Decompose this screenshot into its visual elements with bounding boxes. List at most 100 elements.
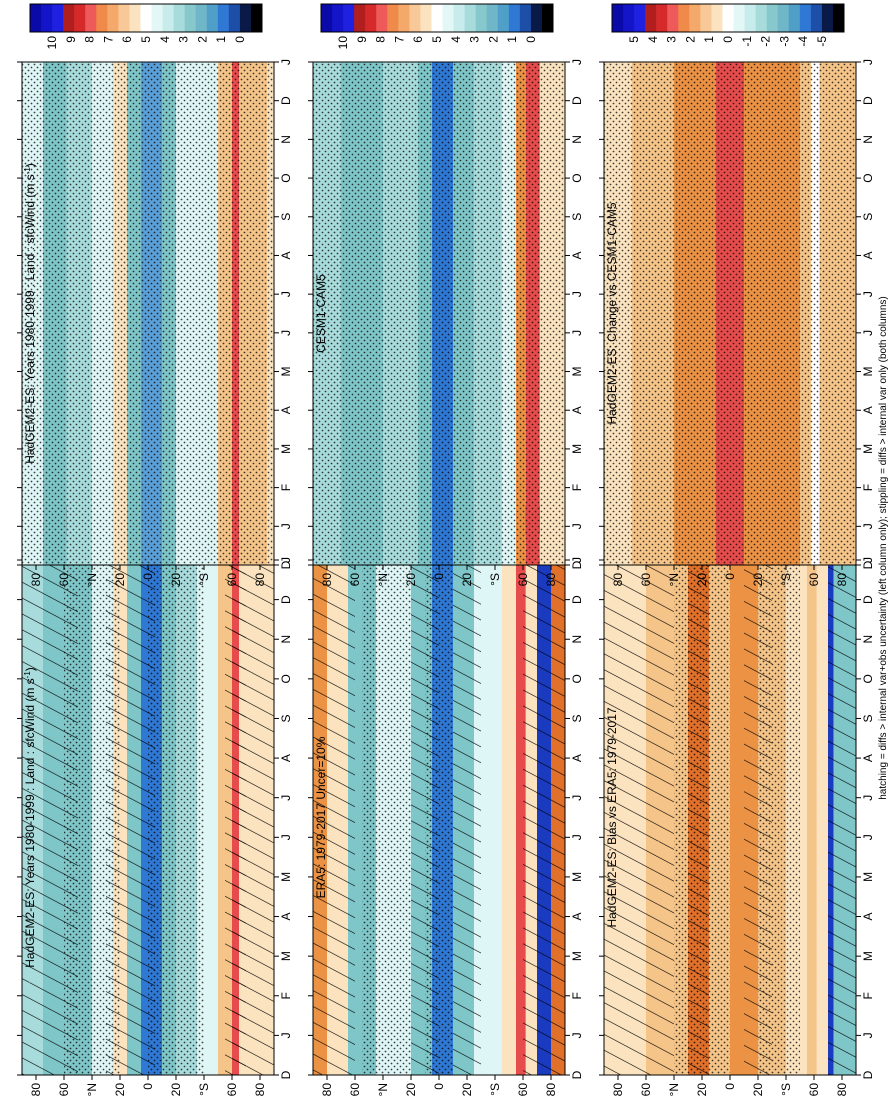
month-label-mean_ref1-9: S xyxy=(279,213,293,221)
month-label-bias-6: J xyxy=(861,834,875,840)
month-label-ref_era5-4: A xyxy=(570,913,584,921)
colorbar-cell-change-10 xyxy=(722,4,735,32)
colorbar-cell-ref_cesm-16 xyxy=(497,4,510,32)
lat-label-ref_era5-1: 60 xyxy=(348,1083,362,1097)
month-label-change-12: D xyxy=(861,96,875,105)
lat-label-mean_ref1-8: 80 xyxy=(253,573,267,587)
month-label-bias-13: J xyxy=(861,557,875,563)
colorbar-label-mean_ref1-8: 2 xyxy=(195,36,209,43)
month-label-ref_era5-8: A xyxy=(570,754,584,762)
lat-label-ref_cesm-5: 20 xyxy=(460,573,474,587)
month-label-mean_model-5: M xyxy=(279,872,293,882)
stipple-change-0 xyxy=(604,62,856,565)
lat-label-mean_model-1: 60 xyxy=(57,1083,71,1097)
month-label-mean_model-9: S xyxy=(279,714,293,722)
colorbar-label-mean_ref1-2: 8 xyxy=(83,36,97,43)
panel-mean_ref1: 80 60 °N 20 0 20 °S 60 80DJFMAMJJASONDJHadGEM2-E… xyxy=(17,3,293,587)
colorbar-label-mean_ref1-6: 4 xyxy=(158,36,172,43)
colorbar-cell-ref_cesm-11 xyxy=(442,4,455,32)
colorbar-cell-ref_cesm-10 xyxy=(431,4,444,32)
title-main-ref_cesm: CESM1-CAM5 xyxy=(314,274,328,353)
colorbar-label-change-3: 2 xyxy=(683,36,697,43)
colorbar-label-change-5: 0 xyxy=(721,36,735,43)
lat-label-mean_ref1-0: 80 xyxy=(29,573,43,587)
colorbar-label-change-2: 3 xyxy=(665,36,679,43)
lat-label-mean_model-8: 80 xyxy=(253,1083,267,1097)
colorbar-label-ref_cesm-10: 0 xyxy=(524,36,538,43)
title-sup-mean_ref1: -1 xyxy=(23,167,32,175)
lat-label-ref_cesm-6: °S xyxy=(488,573,502,586)
title-change: HadGEM2-ES: Change vs CESM1-CAM5 xyxy=(605,202,619,424)
title-main-change: HadGEM2-ES: Change vs CESM1-CAM5 xyxy=(605,202,619,424)
colorbar-label-ref_cesm-7: 3 xyxy=(468,36,482,43)
month-label-change-11: N xyxy=(861,135,875,144)
month-label-change-4: A xyxy=(861,406,875,414)
month-label-bias-12: D xyxy=(861,595,875,604)
colorbar-cell-ref_cesm-2 xyxy=(343,4,355,32)
colorbar-label-ref_cesm-9: 1 xyxy=(505,36,519,43)
month-label-bias-9: S xyxy=(861,714,875,722)
month-label-mean_model-13: J xyxy=(279,557,293,563)
lat-label-mean_model-0: 80 xyxy=(29,1083,43,1097)
colorbar-frame-ref_cesm xyxy=(320,3,554,33)
month-label-mean_model-6: J xyxy=(279,834,293,840)
colorbar-cell-mean_ref1-20 xyxy=(250,4,263,32)
lat-label-bias-2: °N xyxy=(667,1083,681,1096)
title-main-mean_model: HadGEM2-ES: Years 1980-1999 : Land : sfc… xyxy=(23,678,37,967)
colorbar-cell-mean_ref1-2 xyxy=(52,4,64,32)
colorbar-cell-mean_ref1-17 xyxy=(217,4,230,32)
lat-label-mean_model-5: 20 xyxy=(169,1083,183,1097)
month-label-mean_ref1-4: A xyxy=(279,406,293,414)
colorbar-cell-ref_cesm-4 xyxy=(365,4,377,32)
lat-label-bias-0: 80 xyxy=(611,1083,625,1097)
colorbar-cell-mean_ref1-1 xyxy=(41,4,53,32)
lat-label-ref_cesm-3: 20 xyxy=(404,573,418,587)
colorbar-frame-mean_ref1 xyxy=(29,3,263,33)
month-label-bias-2: F xyxy=(861,992,875,999)
colorbar-cell-change-20 xyxy=(832,4,845,32)
colorbar-cell-mean_ref1-4 xyxy=(74,4,86,32)
colorbar-label-mean_ref1-10: 0 xyxy=(233,36,247,43)
lat-label-ref_cesm-4: 0 xyxy=(432,573,446,580)
lat-label-bias-4: 0 xyxy=(723,1083,737,1090)
title-main-mean_ref1: HadGEM2-ES: Years 1980-1999 : Land : sfc… xyxy=(23,174,37,463)
month-label-ref_cesm-12: D xyxy=(570,96,584,105)
colorbar-label-mean_ref1-3: 7 xyxy=(101,36,115,43)
colorbar-cell-ref_cesm-15 xyxy=(486,4,499,32)
colorbar-cell-ref_cesm-6 xyxy=(387,4,399,32)
lat-label-bias-8: 80 xyxy=(835,1083,849,1097)
colorbar-cell-change-9 xyxy=(711,4,723,32)
band-ref_era5-9 xyxy=(516,560,526,1075)
month-label-bias-8: A xyxy=(861,754,875,762)
lat-label-change-6: °S xyxy=(779,573,793,586)
colorbar-label-change-1: 4 xyxy=(646,36,660,43)
colorbar-cell-ref_cesm-5 xyxy=(376,4,388,32)
colorbar-label-ref_cesm-6: 4 xyxy=(449,36,463,43)
title-end-mean_model: ) xyxy=(23,667,37,671)
month-label-ref_cesm-7: J xyxy=(570,291,584,297)
colorbar-cell-mean_ref1-3 xyxy=(63,4,75,32)
title-main-ref_era5: ERA5: 1979-2017 Uncer=10% xyxy=(314,736,328,898)
colorbar-cell-change-6 xyxy=(678,4,690,32)
month-label-ref_era5-3: M xyxy=(570,951,584,961)
stipple-ref_era5-1 xyxy=(425,560,453,1075)
month-label-mean_model-12: D xyxy=(279,595,293,604)
colorbar-label-ref_cesm-2: 8 xyxy=(374,36,388,43)
month-label-mean_model-7: J xyxy=(279,795,293,801)
month-label-bias-5: M xyxy=(861,872,875,882)
colorbar-cell-mean_ref1-10 xyxy=(140,4,153,32)
month-label-ref_cesm-8: A xyxy=(570,251,584,259)
lat-label-ref_era5-6: °S xyxy=(488,1083,502,1096)
colorbar-label-change-8: -3 xyxy=(777,36,791,47)
month-label-change-13: J xyxy=(861,59,875,65)
month-label-change-3: M xyxy=(861,444,875,454)
colorbar-cell-mean_ref1-11 xyxy=(151,4,164,32)
title-end-mean_ref1: ) xyxy=(23,163,37,167)
title-ref_cesm: CESM1-CAM5 xyxy=(314,274,328,353)
colorbar-cell-mean_ref1-9 xyxy=(129,4,141,32)
hatch-ref_era5-3 xyxy=(523,560,565,1075)
colorbar-cell-ref_cesm-9 xyxy=(420,4,432,32)
month-label-change-10: O xyxy=(861,173,875,182)
lat-label-change-5: 20 xyxy=(751,573,765,587)
